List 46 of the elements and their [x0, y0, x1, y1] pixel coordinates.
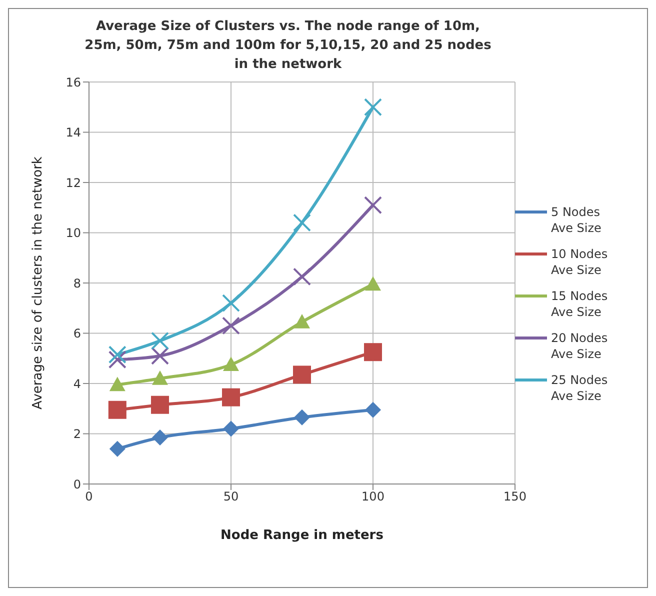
point — [222, 388, 240, 406]
y-tick-label: 0 — [73, 477, 81, 492]
legend-label: 25 Nodes Ave Size — [551, 372, 609, 404]
point — [294, 409, 310, 426]
point — [223, 356, 239, 372]
point — [151, 346, 169, 365]
y-tick-label: 4 — [73, 376, 81, 391]
point — [108, 400, 126, 419]
y-axis-title: Average size of clusters in the network — [30, 156, 46, 410]
point — [364, 98, 382, 116]
x-tick-label: 0 — [85, 490, 93, 504]
point — [365, 402, 381, 418]
point — [108, 350, 126, 369]
point — [222, 294, 240, 312]
point — [364, 196, 382, 214]
y-tick-label: 16 — [66, 75, 81, 90]
legend-label: 20 Nodes Ave Size — [551, 330, 609, 362]
point — [294, 314, 310, 328]
chart-title: Average Size of Clusters vs. The node range of 10m, 25m, 50m, 75m and 100m for 5,10,15, 20 and 25 nodes in the network — [84, 18, 492, 74]
y-tick-label: 12 — [66, 176, 81, 190]
point — [293, 268, 311, 286]
legend-label: 10 Nodes Ave Size — [551, 246, 609, 278]
legend-label: 15 Nodes Ave Size — [551, 288, 609, 320]
point — [222, 316, 240, 335]
point — [364, 343, 382, 362]
point — [151, 396, 169, 414]
y-tick-label: 14 — [66, 126, 81, 140]
x-tick-label: 100 — [362, 490, 384, 504]
point — [293, 366, 311, 384]
point — [365, 276, 381, 291]
x-tick-label: 50 — [223, 490, 239, 504]
point — [152, 370, 168, 385]
y-tick-label: 2 — [73, 427, 81, 442]
point — [293, 214, 311, 232]
y-tick-label: 10 — [66, 226, 81, 240]
point — [151, 332, 169, 350]
x-tick-label: 150 — [504, 490, 526, 504]
y-tick-label: 6 — [73, 326, 81, 341]
y-tick-label: 8 — [73, 276, 81, 290]
point — [223, 420, 239, 437]
x-axis-title: Node Range in meters — [220, 528, 384, 543]
legend-label: 5 Nodes Ave Size — [551, 204, 602, 236]
point — [109, 440, 126, 457]
point — [152, 430, 168, 446]
point — [108, 346, 126, 364]
point — [109, 376, 126, 392]
